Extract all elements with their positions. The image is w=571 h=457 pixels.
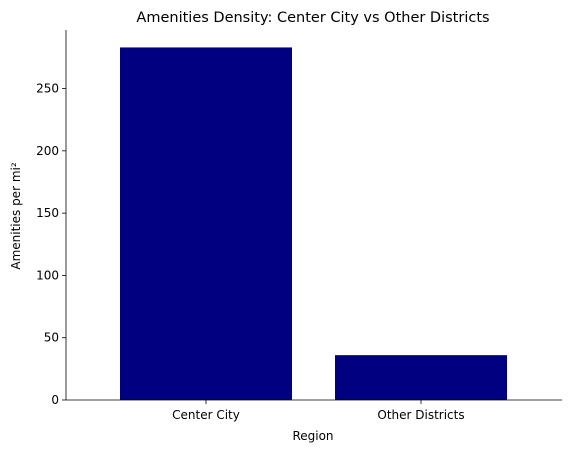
plot-area: Center City Other Districts 0 50 100 150 200 25… (36, 30, 562, 422)
y-tick-label: 100 (36, 268, 59, 282)
y-tick-label: 0 (51, 393, 59, 407)
bar-other-districts (335, 355, 507, 400)
y-tick-label: 200 (36, 144, 59, 158)
x-tick-label: Center City (172, 408, 240, 422)
x-axis-label: Region (292, 429, 333, 443)
y-tick-label: 50 (44, 331, 59, 345)
bar-center-city (120, 47, 292, 401)
y-tick-label: 150 (36, 206, 59, 220)
chart-title: Amenities Density: Center City vs Other … (136, 10, 489, 26)
y-tick-label: 250 (36, 82, 59, 96)
y-axis-label: Amenities per mi² (9, 162, 23, 269)
x-tick-label: Other Districts (377, 408, 464, 422)
